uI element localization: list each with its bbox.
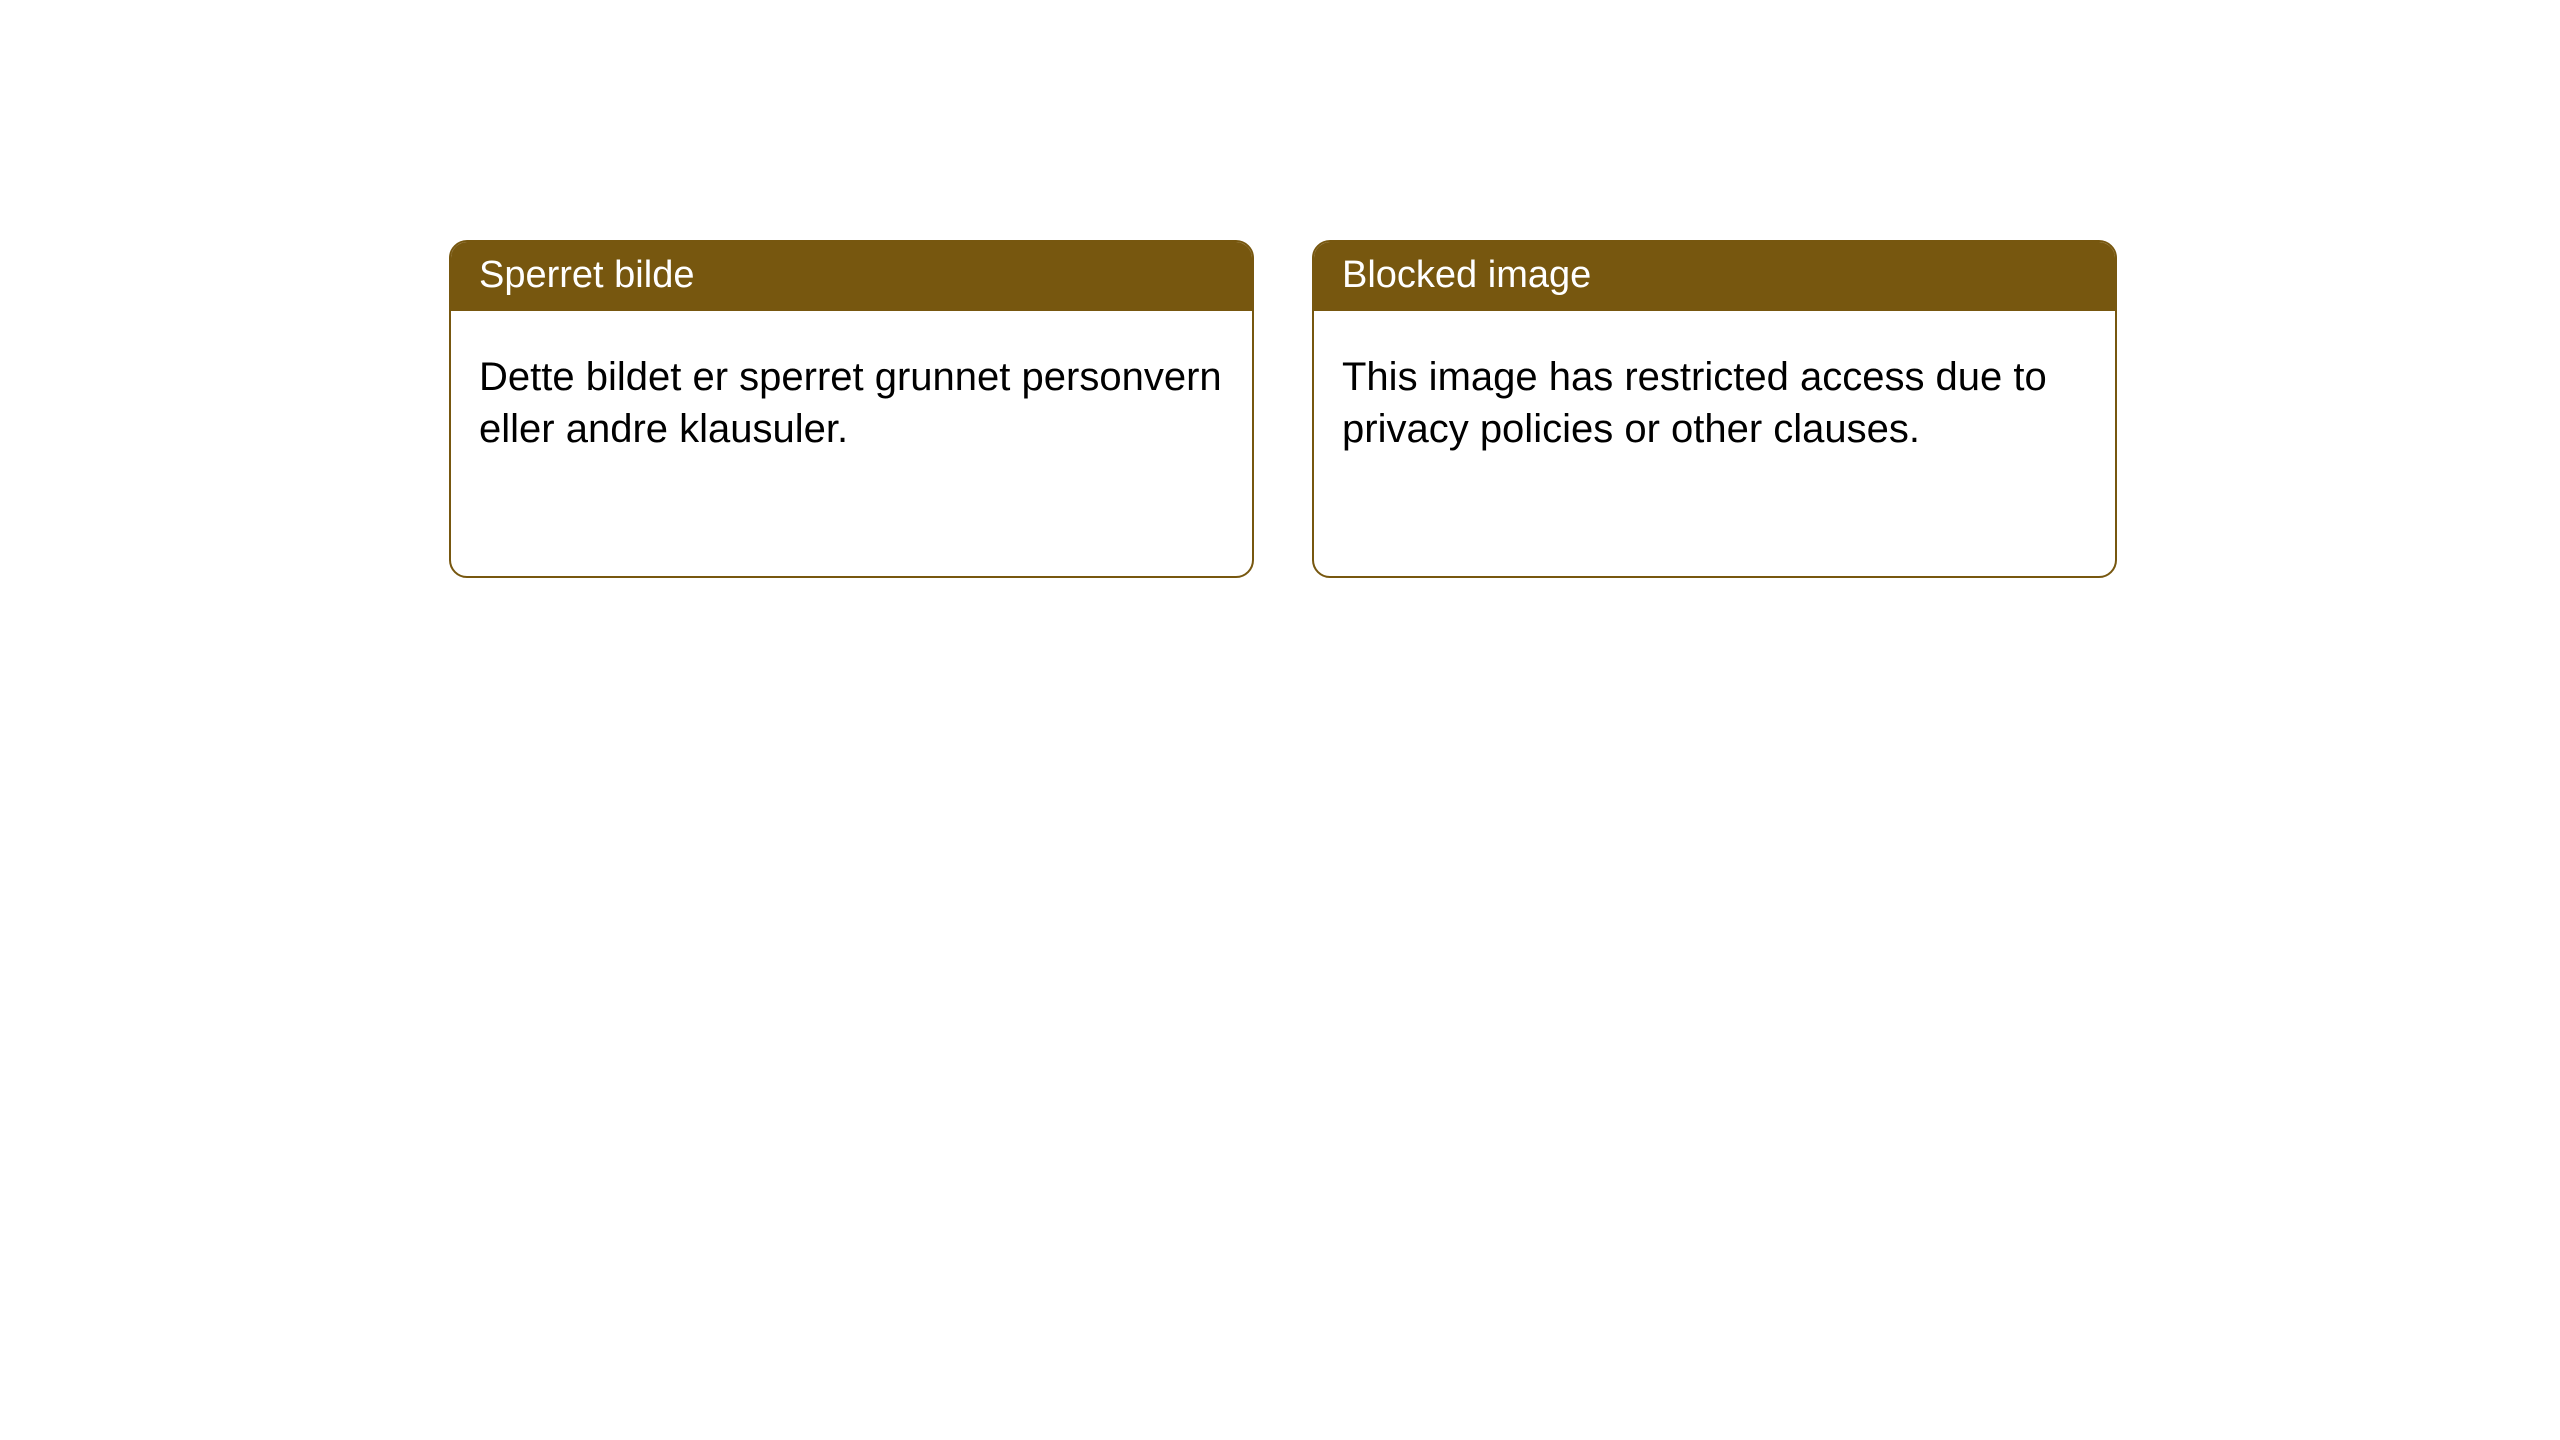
blocked-image-card-norwegian: Sperret bilde Dette bildet er sperret gr… (449, 240, 1254, 578)
card-header: Sperret bilde (451, 242, 1252, 311)
card-body-text: Dette bildet er sperret grunnet personve… (479, 355, 1222, 452)
card-title: Sperret bilde (479, 254, 694, 296)
card-body-text: This image has restricted access due to … (1342, 355, 2047, 452)
notice-container: Sperret bilde Dette bildet er sperret gr… (0, 0, 2560, 578)
card-title: Blocked image (1342, 254, 1591, 296)
card-header: Blocked image (1314, 242, 2115, 311)
card-body: Dette bildet er sperret grunnet personve… (451, 311, 1252, 485)
card-body: This image has restricted access due to … (1314, 311, 2115, 485)
blocked-image-card-english: Blocked image This image has restricted … (1312, 240, 2117, 578)
